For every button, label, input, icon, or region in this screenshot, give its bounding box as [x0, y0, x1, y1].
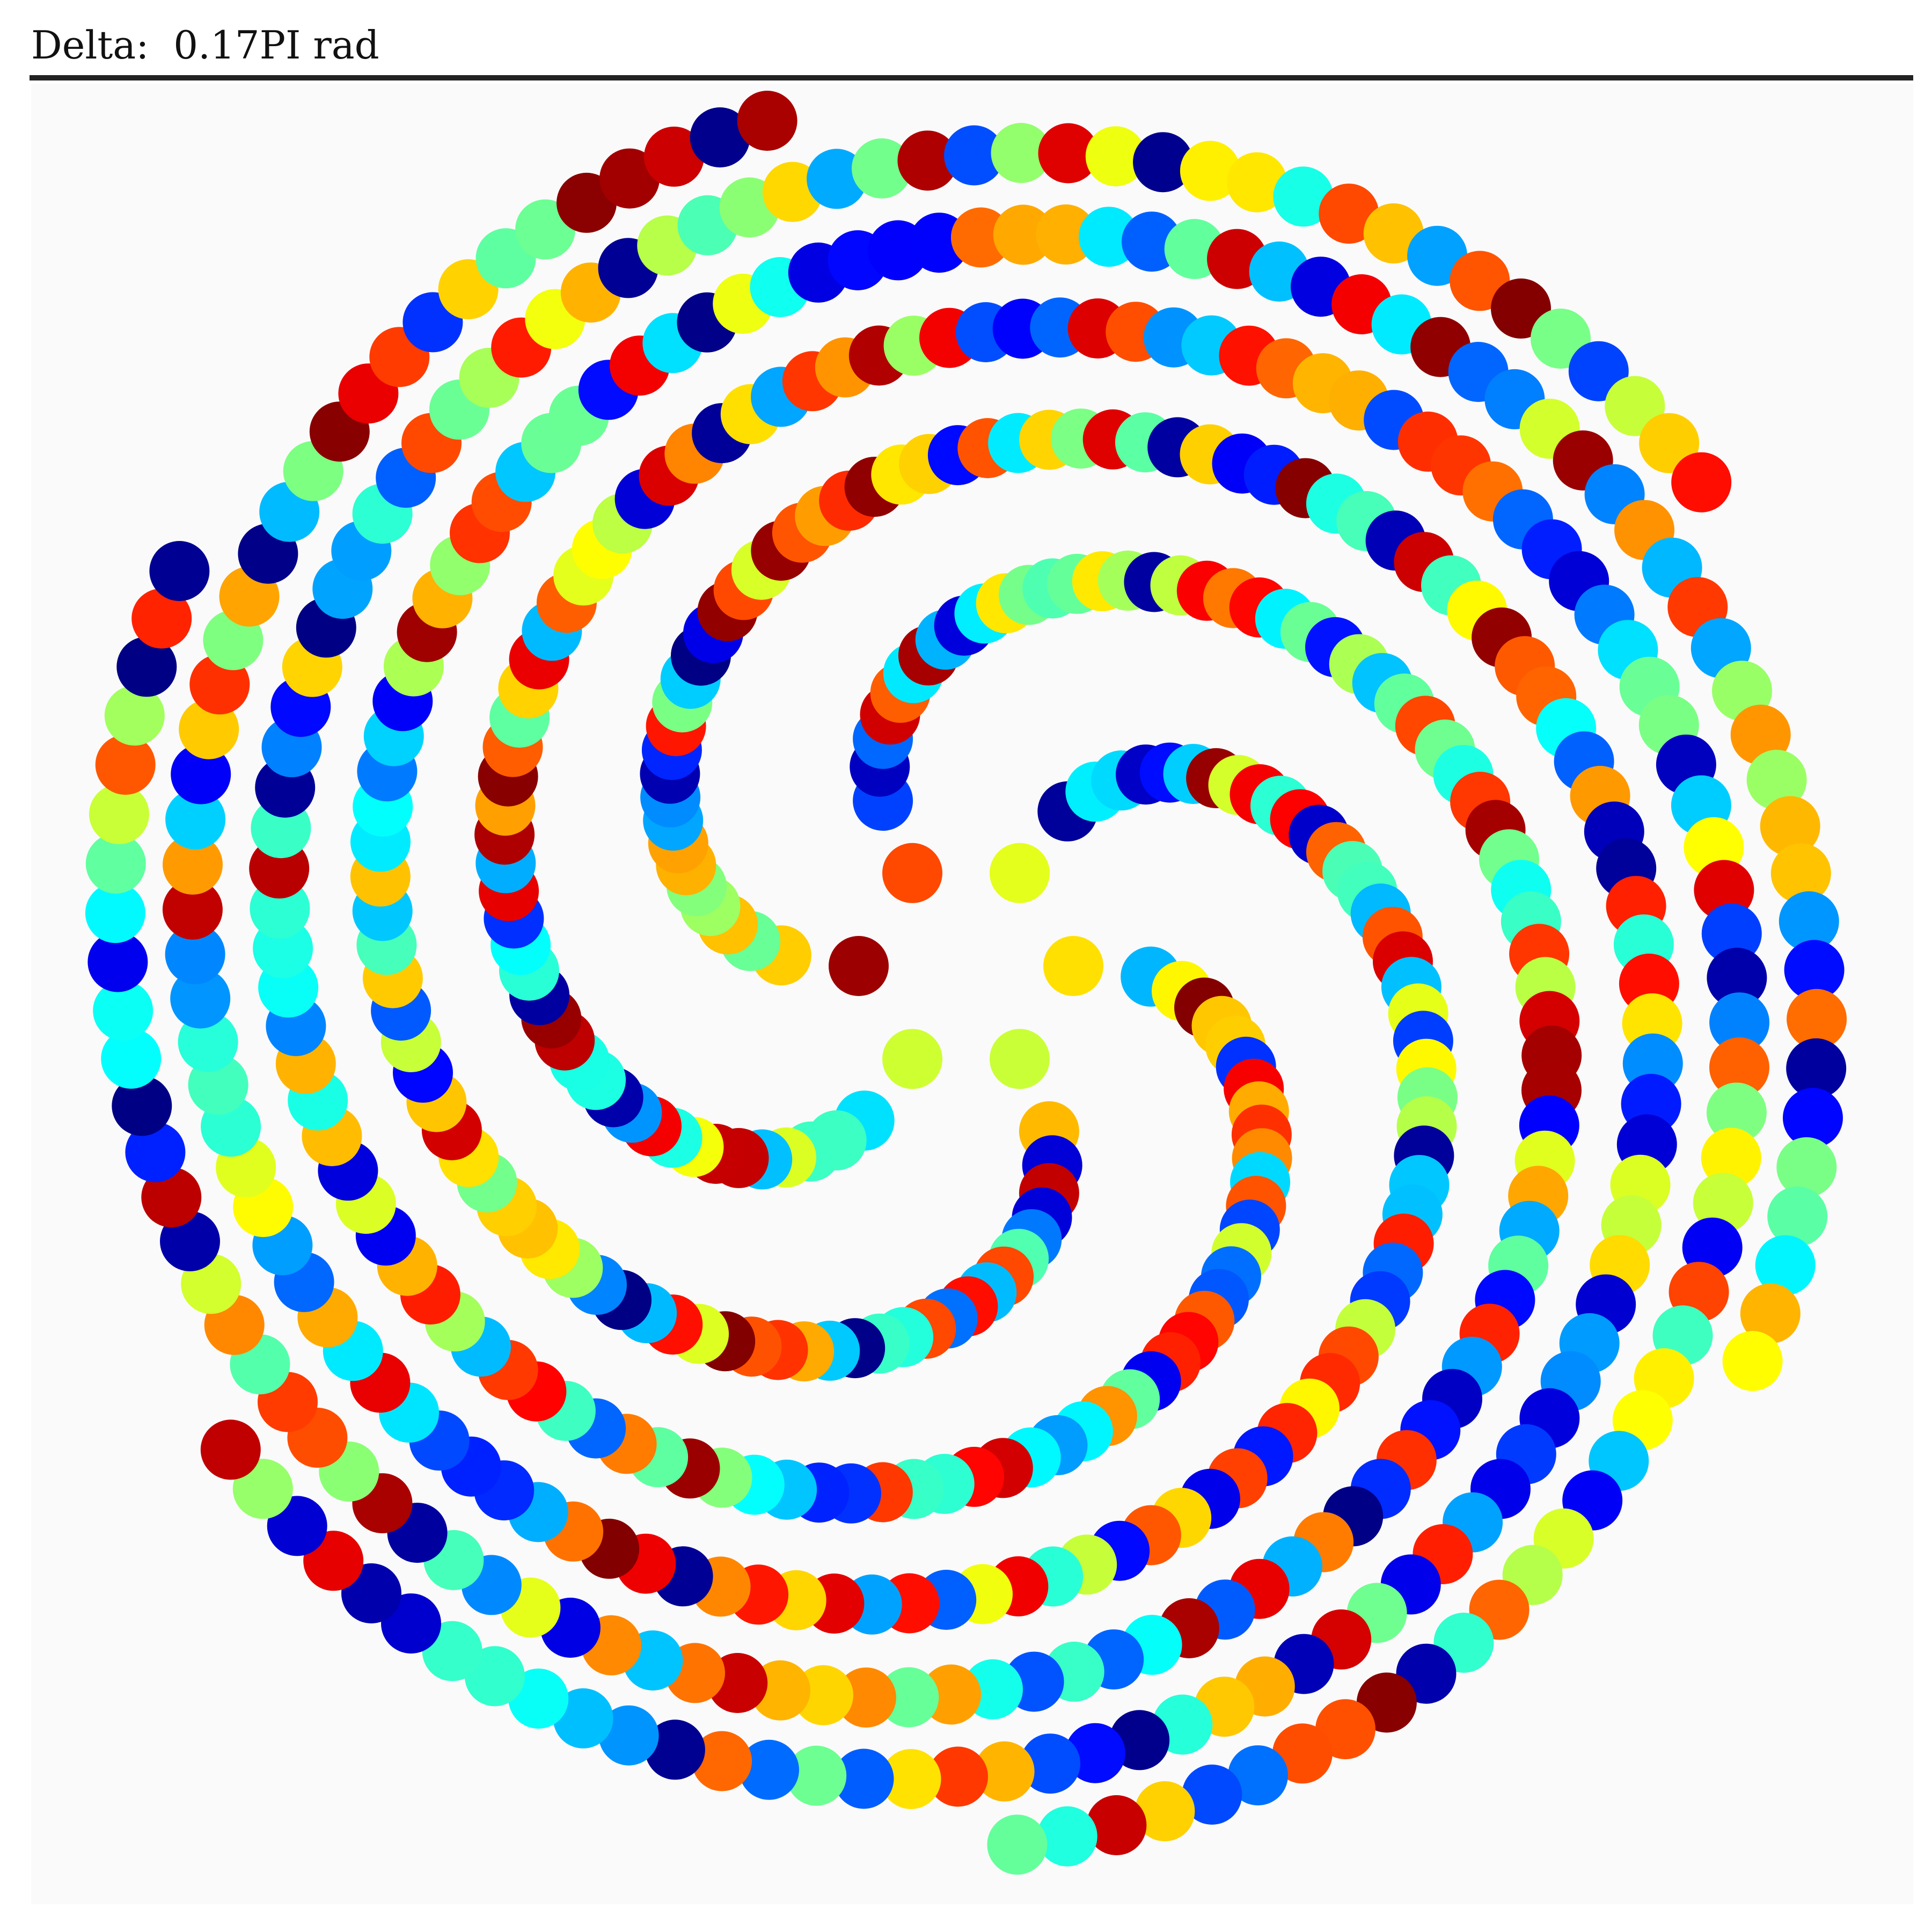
spiral-dot	[1085, 126, 1146, 187]
spiral-dot	[165, 924, 225, 985]
spiral-dot	[882, 843, 942, 903]
spiral-dot	[1755, 1235, 1816, 1296]
spiral-dot	[116, 636, 177, 697]
spiral-dot	[1740, 1283, 1801, 1344]
spiral-dot	[95, 735, 156, 795]
delta-caption: Delta: 0.17PI rad	[31, 23, 379, 68]
spiral-dot	[1228, 1745, 1288, 1806]
spiral-dot	[1319, 184, 1379, 244]
spiral-dot	[1273, 166, 1334, 227]
spiral-dot	[1709, 1037, 1769, 1097]
spiral-dot	[881, 1749, 941, 1809]
spiral-dot	[1776, 1137, 1837, 1197]
spiral-dot	[1730, 705, 1791, 765]
spiral-dot	[200, 1419, 261, 1480]
spiral-dot	[104, 685, 165, 746]
spiral-dot	[85, 833, 146, 894]
spiral-dot	[1133, 132, 1193, 193]
spiral-dot	[897, 130, 958, 191]
spiral-dot	[690, 107, 750, 167]
spiral-dot	[1701, 903, 1762, 964]
spiral-dot	[879, 1667, 939, 1728]
spiral-dot	[833, 1748, 894, 1809]
spiral-dot	[852, 138, 912, 199]
spiral-dot	[171, 744, 231, 804]
spiral-dot	[928, 1746, 988, 1807]
spiral-dot	[141, 1167, 202, 1227]
spiral-dot	[1065, 1723, 1125, 1783]
spiral-dot	[1135, 1781, 1195, 1841]
spiral-dot	[165, 789, 226, 850]
spiral-dot	[692, 1731, 752, 1791]
spiral-dot	[944, 125, 1004, 186]
spiral-dot	[737, 91, 797, 151]
spiral-dot	[1182, 1765, 1242, 1825]
spiral-dot	[786, 1745, 847, 1806]
spiral-dot	[1709, 992, 1770, 1053]
spiral-dot	[1783, 1088, 1843, 1148]
spiral-dot	[1227, 152, 1287, 213]
spiral-dot	[882, 1029, 942, 1089]
spiral-dot	[89, 784, 149, 844]
spiral-dot	[836, 1667, 896, 1728]
spiral-dot	[170, 968, 231, 1029]
spiral-dot	[149, 541, 210, 601]
spiral-dot	[1038, 123, 1099, 184]
spiral-dot	[1272, 1723, 1333, 1784]
spiral-dot	[1701, 1128, 1761, 1188]
spiral-dot	[1180, 141, 1240, 201]
spiral-dot	[93, 980, 153, 1041]
spiral-dot	[1722, 1331, 1783, 1391]
spiral-dot	[1784, 940, 1845, 1000]
spiral-dot	[1767, 1186, 1828, 1247]
spiral-dot	[125, 1122, 186, 1182]
spiral-dot	[993, 204, 1053, 265]
spiral-dot	[645, 1719, 705, 1780]
spiral-dot	[87, 932, 148, 992]
spiral-dot	[829, 936, 889, 996]
spiral-dot	[1787, 989, 1847, 1049]
spiral-dot	[990, 1029, 1050, 1089]
spiral-dot	[807, 149, 867, 209]
spiral-dot	[599, 148, 660, 209]
spiral-dot	[1760, 796, 1820, 857]
spiral-dot	[1707, 947, 1767, 1008]
spiral-dot	[162, 879, 223, 940]
spiral-dot	[1746, 750, 1807, 810]
spiral-dot	[1779, 891, 1839, 952]
spiral-dot	[85, 883, 145, 943]
spiral-dot	[987, 1814, 1048, 1875]
spiral-dot	[1786, 1038, 1847, 1099]
spiral-dot	[991, 123, 1051, 183]
spiral-dot	[1043, 936, 1103, 996]
spiral-dot	[644, 126, 704, 187]
title-rule	[30, 75, 1913, 80]
spiral-dot	[739, 1739, 799, 1800]
spiral-dot	[990, 843, 1050, 903]
spiral-dot	[1706, 1082, 1767, 1143]
spiral-dot	[1037, 1806, 1097, 1867]
spiral-dot	[1020, 1733, 1080, 1794]
spiral-dot	[598, 1705, 659, 1766]
spiral-dot	[1671, 452, 1732, 513]
spiral-dot	[101, 1028, 162, 1089]
spiral-dot	[1086, 1795, 1147, 1855]
spiral-dot	[163, 835, 223, 895]
spiral-dot	[1770, 843, 1831, 904]
spiral-dot	[112, 1075, 172, 1136]
spiral-dot	[553, 1688, 613, 1748]
spiral-dot	[131, 588, 192, 649]
spiral-dot	[974, 1741, 1035, 1802]
spiral-dot	[1036, 204, 1096, 265]
